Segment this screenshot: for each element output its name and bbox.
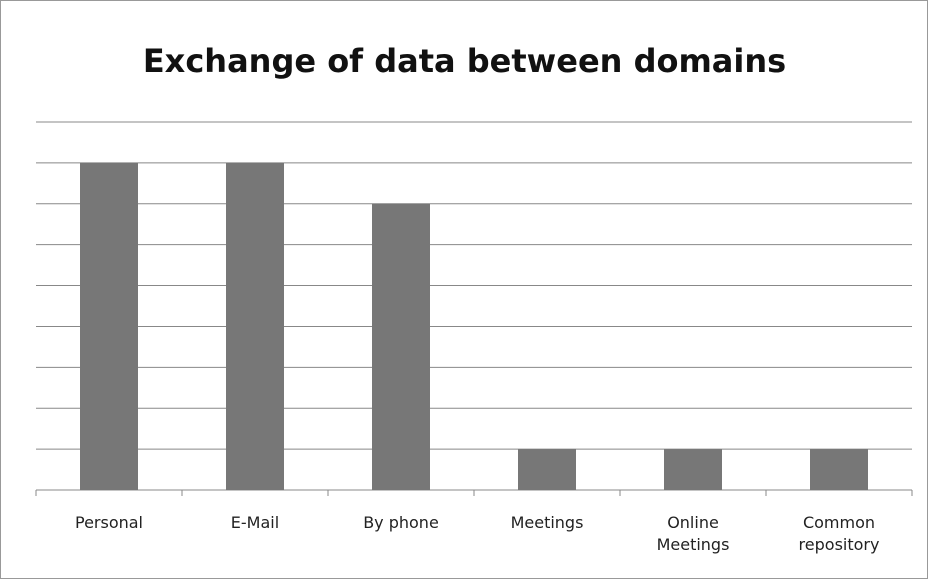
bar <box>518 449 576 490</box>
x-tick-label: Personal <box>74 513 143 532</box>
bar <box>810 449 868 490</box>
x-tick-label: Online Meetings <box>656 513 730 554</box>
bar <box>664 449 722 490</box>
bar <box>226 162 284 490</box>
x-tick-label: E-Mail <box>230 513 280 532</box>
bar <box>372 203 430 490</box>
x-tick-label: By phone <box>363 513 439 532</box>
x-tick-label: Meetings <box>510 513 584 532</box>
chart-title: Exchange of data between domains <box>142 42 787 80</box>
bar <box>80 162 138 490</box>
x-tick-label: Common repository <box>798 513 880 554</box>
